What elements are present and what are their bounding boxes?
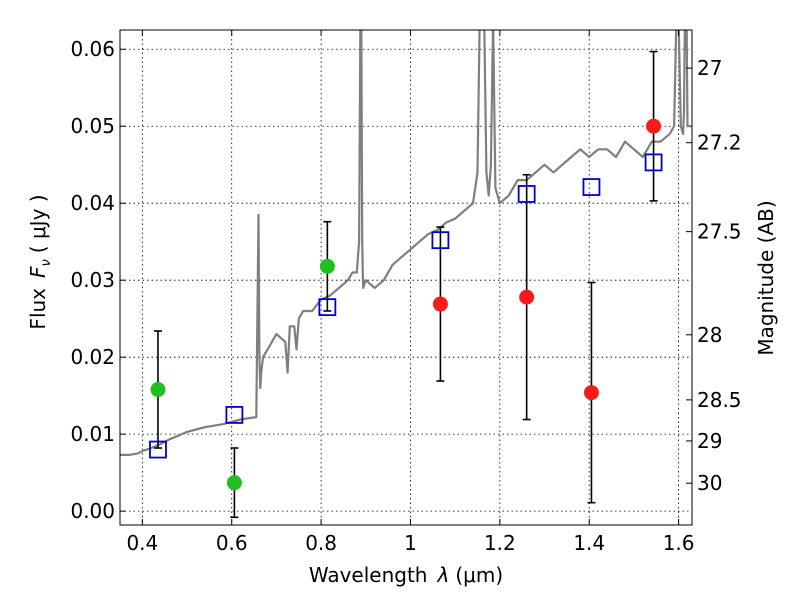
y-tick-label: 0.04 (70, 191, 115, 215)
mag-tick-label: 27 (697, 56, 722, 80)
x-tick-label: 0.6 (216, 531, 248, 555)
model-square-marker (225, 406, 244, 424)
model-square-marker (644, 153, 663, 172)
y-tick-label: 0.02 (70, 345, 115, 369)
green-data-point (319, 258, 335, 274)
x-axis-label-symbol: λ (437, 563, 450, 587)
plot-frame (119, 29, 693, 526)
spectrum-line (120, 30, 692, 456)
y-tick-label: 0.03 (70, 268, 115, 292)
grid-layer (120, 30, 692, 525)
y-tick-label: 0.00 (70, 499, 115, 523)
mag-tick-label: 27.2 (697, 131, 742, 155)
x-tick-label: 1.4 (573, 531, 605, 555)
model-square-marker (318, 298, 337, 317)
x-axis-label: Wavelength λ (μm) (309, 563, 503, 587)
marker-layer (149, 118, 663, 491)
mag-tick-label: 27.5 (697, 220, 742, 244)
x-tick-label: 1 (404, 531, 417, 555)
x-tick-label: 1.6 (663, 531, 695, 555)
y-axis-label-symbol: F (26, 266, 50, 278)
y-tick-label: 0.06 (70, 37, 115, 61)
x-axis-label-prefix: Wavelength (309, 563, 428, 587)
spectrum-layer (120, 30, 692, 456)
mag-tick-label: 30 (697, 471, 722, 495)
y-axis-label: Flux Fν ( μJy ) (26, 194, 54, 329)
y-axis-label-prefix: Flux (26, 288, 50, 330)
red-data-point (432, 296, 448, 312)
x-tick-label: 0.8 (305, 531, 337, 555)
model-square-marker (517, 185, 536, 203)
red-data-point (646, 118, 662, 134)
model-square-marker (582, 178, 601, 196)
red-data-point (583, 385, 599, 401)
red-data-point (519, 289, 535, 305)
mag-tick-label: 29 (697, 429, 722, 453)
y-tick-label: 0.01 (70, 422, 115, 446)
x-tick-label: 0.4 (126, 531, 158, 555)
model-square-marker (149, 440, 167, 459)
x-tick-label: 1.2 (484, 531, 516, 555)
mag-tick-label: 28 (697, 323, 722, 347)
tick-layer: 0.4 0.6 0.8 1 1.2 1.4 1.6 0.00 0.01 0.02 0.03 0.04 0… (70, 30, 742, 555)
mag-tick-label: 28.5 (697, 388, 742, 412)
y2-axis-label: Magnitude (AB) (754, 200, 778, 355)
errorbar-layer (153, 50, 658, 519)
green-data-point (150, 382, 166, 398)
x-axis-label-unit: (μm) (455, 563, 503, 587)
y-axis-label-subscript: ν (39, 259, 54, 266)
green-data-point (226, 475, 242, 491)
model-square-marker (431, 231, 450, 250)
y-axis-label-unit: ( μJy ) (26, 194, 50, 253)
y-tick-label: 0.05 (70, 114, 115, 138)
